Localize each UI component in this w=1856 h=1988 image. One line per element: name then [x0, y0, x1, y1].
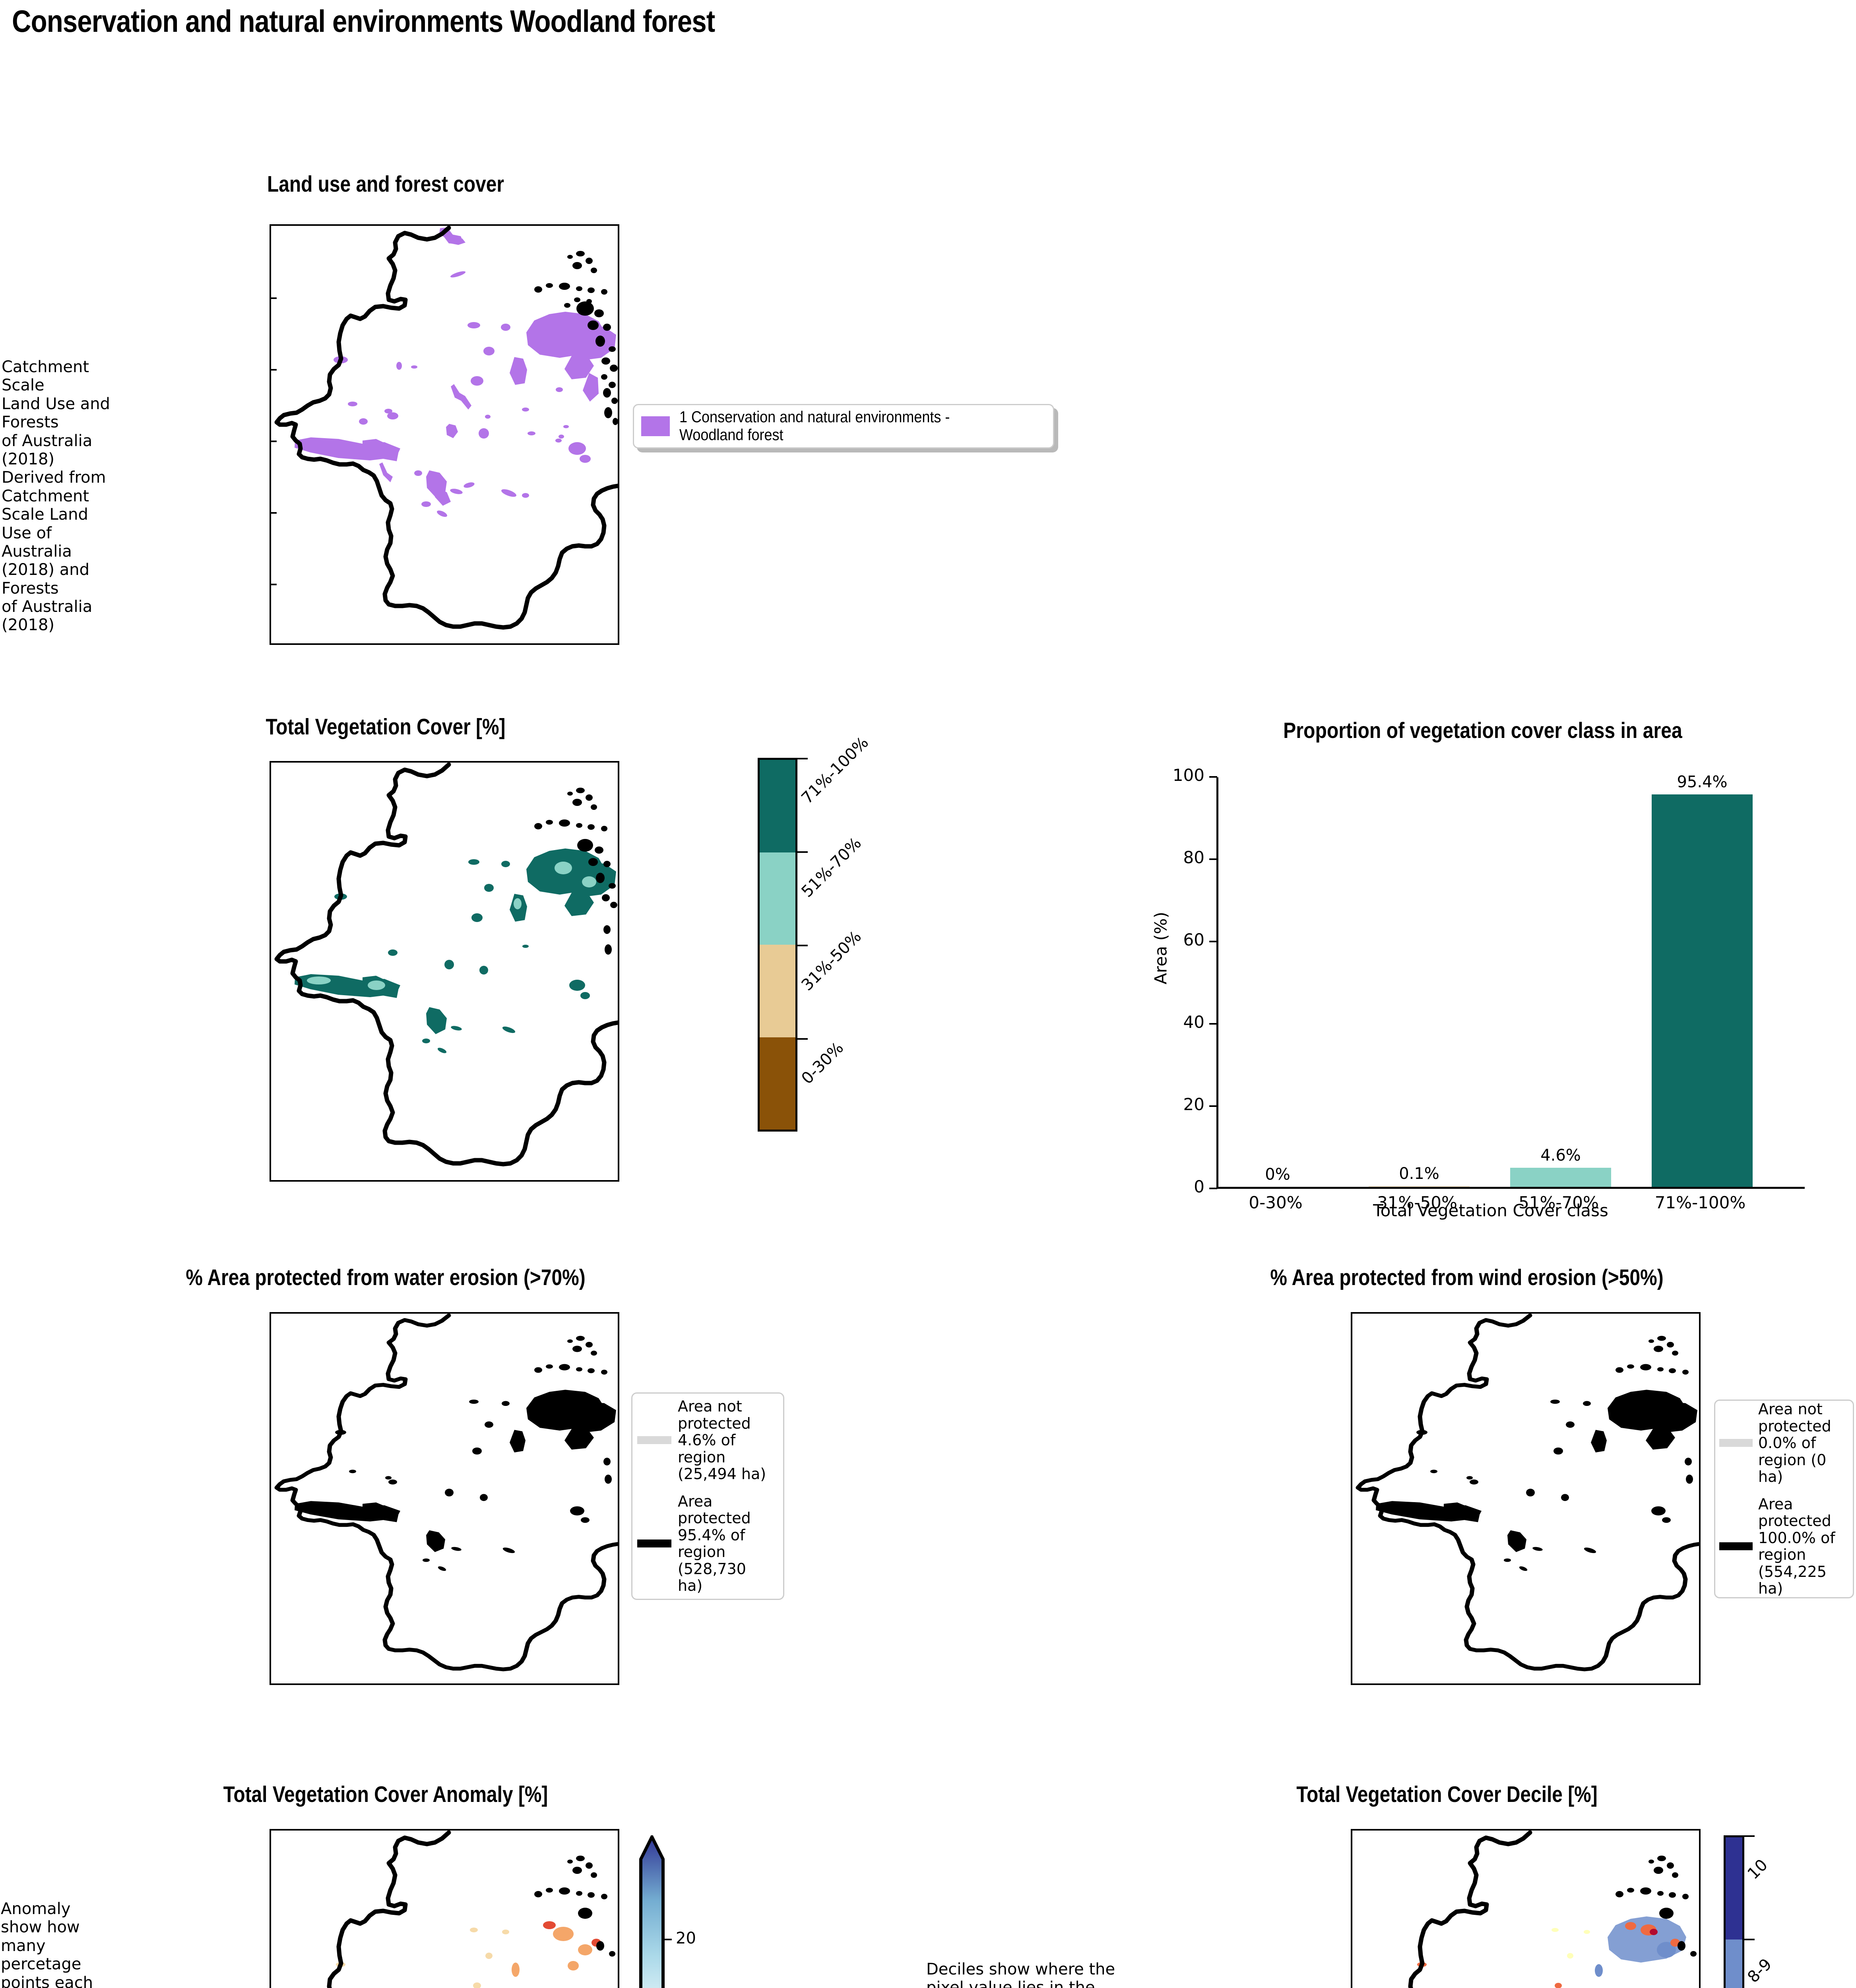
cbar-tick: [1744, 1835, 1755, 1837]
cbar-label-decile-8-9: 8-9: [1744, 1955, 1776, 1986]
legend-row-not-protected: Area not protected 0.0% of region (0 ha): [1719, 1401, 1849, 1485]
bar-value-label-0-30: 0%: [1265, 1165, 1290, 1184]
y-tick-label-80: 80: [1183, 848, 1204, 867]
panel-title-decile: Total Vegetation Cover Decile [%]: [1296, 1782, 1598, 1807]
cbar-seg-10: [1726, 1837, 1742, 1940]
bar-71-100: [1652, 794, 1753, 1187]
panel-title-anomaly: Total Vegetation Cover Anomaly [%]: [223, 1782, 548, 1807]
legend-label-not-protected: Area not protected 4.6% of region (25,49…: [678, 1398, 766, 1483]
cbar-seg-8-9: [1726, 1939, 1742, 1988]
page-title: Conservation and natural environments Wo…: [12, 4, 715, 39]
map-water-erosion[interactable]: [270, 1312, 619, 1685]
bar-chart-xlabel: Total Vegetation Cover class: [1373, 1201, 1608, 1220]
bar-value-label-31-50: 0.1%: [1399, 1165, 1439, 1183]
map-anomaly[interactable]: [270, 1829, 619, 1988]
y-tickmark: [1209, 1105, 1217, 1107]
cbar-label-51-70: 51%-70%: [798, 834, 865, 901]
colorbar-anomaly: [639, 1835, 665, 1988]
cbar-tick: [797, 945, 808, 946]
bar-51-70: [1510, 1168, 1611, 1187]
x-tick-label-71-100: 71%-100%: [1654, 1193, 1746, 1212]
legend-row-not-protected: Area not protected 4.6% of region (25,49…: [637, 1398, 778, 1483]
map-landuse[interactable]: [270, 224, 619, 645]
panel-title-water-erosion: % Area protected from water erosion (>70…: [186, 1265, 586, 1290]
cbar-tick: [1744, 1939, 1755, 1940]
cbar-seg-31-50: [760, 945, 795, 1037]
y-tick-label-60: 60: [1183, 930, 1204, 949]
y-tick-label-20: 20: [1183, 1095, 1204, 1114]
y-tickmark: [1209, 1188, 1217, 1189]
cbar-label-71-100: 71%-100%: [798, 733, 872, 808]
x-tick-label-0-30: 0-30%: [1249, 1193, 1303, 1212]
axis-tick: [271, 441, 277, 442]
bar-value-label-51-70: 4.6%: [1540, 1146, 1581, 1165]
y-tick-label-40: 40: [1183, 1012, 1204, 1032]
y-tickmark: [1209, 941, 1217, 942]
cbar-tick: [661, 1939, 672, 1940]
legend-swatch-woodland-forest: [641, 416, 670, 436]
decile-side-note: Deciles show where the pixel value lies …: [926, 1960, 1115, 1988]
cbar-label-0-30: 0-30%: [798, 1039, 848, 1088]
legend-wind-erosion[interactable]: Area not protected 0.0% of region (0 ha)…: [1714, 1400, 1854, 1598]
cbar-seg-51-70: [760, 852, 795, 945]
legend-swatch-not-protected: [1719, 1439, 1753, 1447]
panel-title-wind-erosion: % Area protected from wind erosion (>50%…: [1270, 1265, 1664, 1290]
y-tickmark: [1209, 1023, 1217, 1025]
y-tick-label-100: 100: [1172, 765, 1204, 785]
cbar-tick: [797, 1038, 808, 1040]
panel-title-landuse: Land use and forest cover: [267, 171, 504, 197]
legend-label-protected: Area protected 95.4% of region (528,730 …: [678, 1492, 751, 1595]
legend-water-erosion[interactable]: Area not protected 4.6% of region (25,49…: [631, 1392, 784, 1600]
cbar-tick: [797, 758, 808, 759]
y-tickmark: [1209, 858, 1217, 860]
cbar-tick: [797, 851, 808, 853]
legend-label-protected: Area protected 100.0% of region (554,225…: [1758, 1495, 1835, 1598]
bar-31-50: [1369, 1186, 1470, 1187]
legend-row-protected: Area protected 95.4% of region (528,730 …: [637, 1493, 778, 1594]
legend-label-not-protected: Area not protected 0.0% of region (0 ha): [1758, 1400, 1831, 1486]
cbar-label-decile-10: 10: [1744, 1856, 1771, 1883]
axis-tick: [271, 369, 277, 371]
colorbar-total-vegetation-cover: [758, 758, 797, 1132]
legend-swatch-protected: [1719, 1542, 1753, 1551]
legend-swatch-not-protected: [637, 1436, 671, 1444]
legend-landuse[interactable]: 1 Conservation and natural environments …: [633, 404, 1054, 448]
landuse-side-note: Catchment Scale Land Use and Forests of …: [2, 358, 110, 635]
x-tick-label-51-70: 51%-70%: [1519, 1193, 1599, 1212]
legend-row-protected: Area protected 100.0% of region (554,225…: [1719, 1495, 1849, 1598]
cbar-seg-71-100: [760, 760, 795, 852]
axis-tick: [271, 584, 277, 585]
bar-chart-title: Proportion of vegetation cover class in …: [1283, 718, 1682, 743]
map-total-vegetation-cover[interactable]: [270, 761, 619, 1182]
cbar-label-31-50: 31%-50%: [798, 927, 865, 994]
map-decile[interactable]: [1351, 1829, 1701, 1988]
bar-value-label-71-100: 95.4%: [1677, 773, 1728, 791]
x-tick-label-31-50: 31%-50%: [1377, 1193, 1457, 1212]
cbar-label-anomaly-20: 20: [676, 1929, 696, 1947]
anomaly-side-note: Anomaly show how many percetage points e…: [1, 1900, 93, 1988]
axis-tick: [271, 512, 277, 514]
bar-chart-vegetation-cover-proportion: Proportion of vegetation cover class in …: [1133, 716, 1833, 1241]
legend-swatch-protected: [637, 1540, 671, 1548]
colorbar-decile: [1724, 1835, 1744, 1988]
bar-chart-plot-area: 0% 0.1% 4.6% 95.4%: [1216, 773, 1805, 1189]
legend-label-woodland-forest: 1 Conservation and natural environments …: [679, 408, 950, 444]
cbar-seg-0-30: [760, 1037, 795, 1130]
panel-title-tvc: Total Vegetation Cover [%]: [266, 714, 506, 740]
y-tick-label-0: 0: [1194, 1177, 1204, 1196]
map-wind-erosion[interactable]: [1351, 1312, 1701, 1685]
axis-tick: [271, 297, 277, 299]
y-tickmark: [1209, 776, 1217, 778]
